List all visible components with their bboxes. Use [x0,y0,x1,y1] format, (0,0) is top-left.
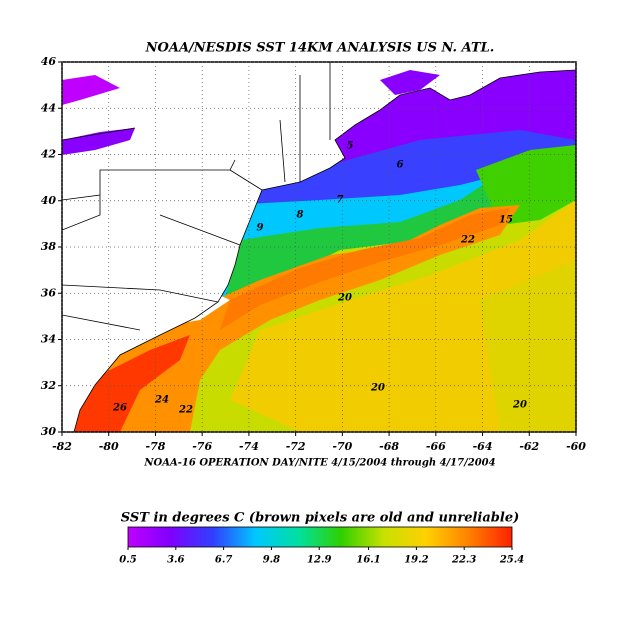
colorbar-tick-label: 6.7 [215,555,232,566]
y-tick-label: 30 [41,425,57,438]
contour-label: 8 [297,210,304,221]
colorbar [127,526,513,548]
contour-label: 7 [337,195,344,206]
x-tick-label: -74 [239,440,259,453]
colorbar-tick-label: 12.9 [307,555,331,566]
contour-label: 24 [154,395,169,406]
x-tick-label: -64 [473,440,493,453]
colorbar-tick-label: 16.1 [356,555,380,566]
y-tick-label: 40 [41,194,57,207]
x-tick-label: -66 [426,440,446,453]
x-tick-label: -70 [332,440,352,453]
y-tick-label: 34 [41,333,56,346]
y-tick-label: 36 [41,286,57,299]
contour-label: 5 [347,141,354,152]
colorbar-label: SST in degrees C (brown pixels are old a… [121,511,520,526]
contour-label: 20 [370,383,385,394]
x-tick-label: -68 [379,440,399,453]
colorbar-tick-label: 22.3 [451,555,476,566]
x-tick-label: -82 [52,440,72,453]
x-tick-label: -80 [99,440,119,453]
contour-label: 20 [337,293,352,304]
contour-label: 22 [460,235,475,246]
y-tick-label: 42 [41,148,57,161]
y-tick-label: 38 [41,240,57,253]
x-tick-label: -60 [566,440,586,453]
contour-label: 6 [397,160,404,171]
x-tick-label: -78 [146,440,166,453]
y-tick-label: 44 [41,101,56,114]
colorbar-tick-label: 19.2 [404,555,428,566]
y-tick-label: 32 [41,379,57,392]
contour-label: 26 [112,403,127,414]
contour-label: 9 [257,223,264,234]
contour-label: 15 [499,215,513,226]
x-tick-label: -76 [192,440,212,453]
colorbar-tick-label: 9.8 [263,555,280,566]
x-tick-label: -72 [286,440,306,453]
contour-label: 20 [512,400,527,411]
contour-label: 22 [178,405,193,416]
colorbar-tick-label: 3.6 [167,555,184,566]
sst-field [62,62,576,432]
colorbar-tick-label: 0.5 [119,555,136,566]
y-tick-label: 46 [41,55,57,68]
x-tick-label: -62 [519,440,539,453]
map-title: NOAA/NESDIS SST 14KM ANALYSIS US N. ATL. [145,41,495,56]
colorbar-tick-label: 25.4 [499,555,524,566]
map-subtitle: NOAA-16 OPERATION DAY/NITE 4/15/2004 thr… [143,458,495,469]
